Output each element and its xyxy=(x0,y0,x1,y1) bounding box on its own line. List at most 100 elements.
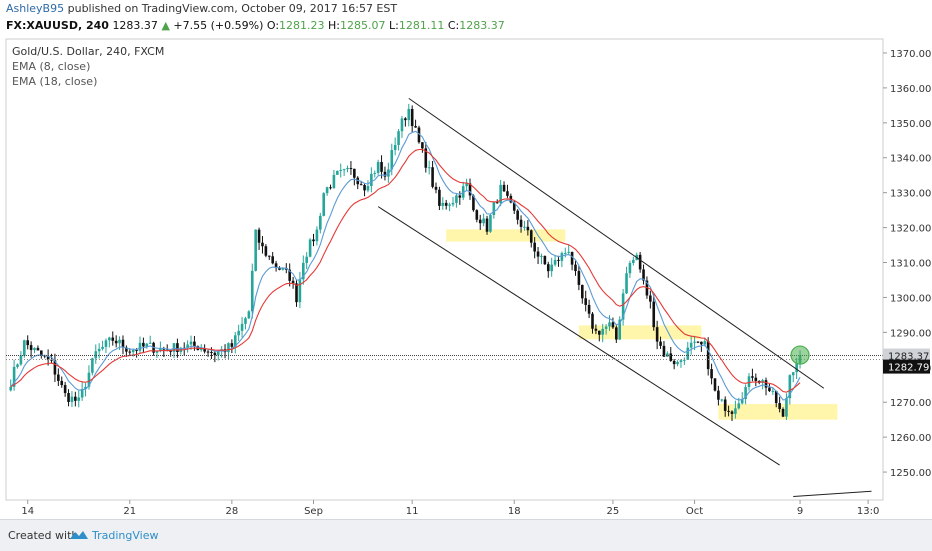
candle-body xyxy=(29,345,33,350)
candle-body xyxy=(642,269,645,281)
candle-body xyxy=(536,251,540,257)
price-tick-label: 1320.00 xyxy=(890,224,931,235)
candle-body xyxy=(108,337,111,341)
candle-body xyxy=(325,187,329,194)
candle-body xyxy=(465,183,468,187)
candle-body xyxy=(400,118,404,132)
candles xyxy=(9,103,802,422)
low-value: 1281.11 xyxy=(398,19,445,32)
price-chart[interactable]: 1250.001260.001270.001280.001290.001300.… xyxy=(0,38,932,519)
candle-body xyxy=(744,387,747,399)
price-tick-label: 1360.00 xyxy=(890,84,931,95)
candle-body xyxy=(370,173,373,187)
publish-info: published on TradingView.com, October 09… xyxy=(67,2,398,15)
candle-body xyxy=(557,259,560,261)
candle-body xyxy=(336,170,339,175)
open-value: 1281.23 xyxy=(279,19,325,32)
candle-body xyxy=(216,351,220,356)
candle-body xyxy=(410,108,414,127)
candle-body xyxy=(421,142,424,149)
candle-body xyxy=(87,372,91,387)
candle-body xyxy=(322,193,326,216)
author-link[interactable]: AshleyB95 xyxy=(6,2,65,15)
candle-body xyxy=(77,397,81,401)
candle-body xyxy=(764,380,768,388)
candle-body xyxy=(774,390,778,404)
candle-body xyxy=(485,218,489,232)
candle-body xyxy=(438,189,441,206)
price-tick-label: 1270.00 xyxy=(890,398,931,409)
candle-body xyxy=(689,342,693,348)
candle-body xyxy=(315,229,319,242)
candle-body xyxy=(519,219,523,227)
candle-body xyxy=(40,350,43,356)
candle-body xyxy=(172,343,176,352)
candle-body xyxy=(567,251,570,253)
time-tick-label: 21 xyxy=(123,506,136,517)
candle-body xyxy=(291,280,295,284)
candle-body xyxy=(754,377,758,381)
symbol-label[interactable]: FX:XAUUSD, 240 xyxy=(6,19,109,32)
candle-body xyxy=(795,363,798,373)
candle-body xyxy=(359,184,363,186)
candle-body xyxy=(60,380,64,386)
candle-body xyxy=(230,343,234,347)
candle-body xyxy=(533,242,536,252)
candle-body xyxy=(655,327,659,342)
highlight-zone xyxy=(446,229,566,242)
candle-body xyxy=(683,359,686,361)
legend-ema-fast: EMA (8, close) xyxy=(12,60,90,73)
price-tick-label: 1250.00 xyxy=(890,468,931,479)
time-tick-label: 28 xyxy=(225,506,238,517)
candle-body xyxy=(404,118,407,121)
candle-body xyxy=(652,301,656,328)
candle-body xyxy=(475,210,479,220)
candle-body xyxy=(121,339,125,348)
candle-body xyxy=(189,341,193,345)
candle-body xyxy=(591,313,594,329)
candle-body xyxy=(710,369,713,379)
candle-body xyxy=(472,195,475,211)
tradingview-brand[interactable]: TradingView xyxy=(92,529,159,542)
candle-body xyxy=(319,215,322,230)
channel-upper-line xyxy=(408,97,825,389)
candle-body xyxy=(455,195,458,203)
candle-body xyxy=(142,342,145,347)
candle-body xyxy=(574,264,577,272)
candle-body xyxy=(91,358,94,373)
candle-body xyxy=(778,403,781,410)
candle-body xyxy=(46,356,50,360)
price-tick-label: 1330.00 xyxy=(890,189,931,200)
candle-body xyxy=(206,351,210,353)
candle-body xyxy=(298,279,302,303)
price-tick-label: 1310.00 xyxy=(890,259,931,270)
plot-area[interactable] xyxy=(5,38,884,501)
publish-line: AshleyB95 published on TradingView.com, … xyxy=(6,2,397,15)
candle-body xyxy=(700,341,703,345)
candle-body xyxy=(193,341,196,347)
candle-body xyxy=(16,364,19,367)
candle-body xyxy=(342,169,346,171)
axes: 1250.001260.001270.001280.001290.001300.… xyxy=(21,39,931,517)
candle-body xyxy=(12,366,16,387)
open-label: O: xyxy=(266,19,280,32)
candle-body xyxy=(383,171,387,177)
price-tick-label: 1290.00 xyxy=(890,328,931,339)
candle-body xyxy=(305,256,309,263)
candle-body xyxy=(788,375,792,399)
candle-body xyxy=(387,169,390,177)
candle-body xyxy=(632,259,635,264)
candle-body xyxy=(57,374,60,381)
current-price-badge-bg xyxy=(883,348,930,363)
candle-body xyxy=(380,162,383,172)
footer: Created with TradingView xyxy=(0,519,932,551)
candle-body xyxy=(50,359,53,361)
candle-body xyxy=(625,273,628,294)
candle-body xyxy=(696,341,700,343)
candle-body xyxy=(713,378,717,391)
candle-body xyxy=(563,252,567,254)
candle-body xyxy=(434,186,438,190)
price-tick-label: 1340.00 xyxy=(890,154,931,165)
candle-body xyxy=(676,362,679,365)
candle-body xyxy=(247,311,251,319)
